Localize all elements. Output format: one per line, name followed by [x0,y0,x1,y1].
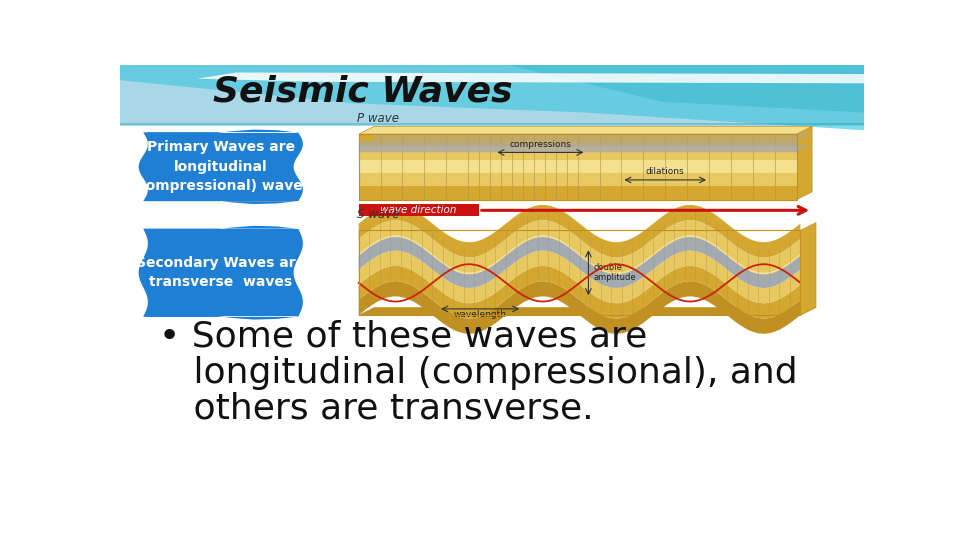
Polygon shape [120,123,864,125]
Text: Secondary Waves are
transverse  waves: Secondary Waves are transverse waves [136,256,305,289]
Text: S wave: S wave [357,208,399,221]
Polygon shape [359,281,801,334]
Polygon shape [138,226,303,320]
Text: others are transverse.: others are transverse. [158,391,593,425]
Text: Primary Waves are
longitudinal
(compressional) waves: Primary Waves are longitudinal (compress… [131,140,311,193]
Polygon shape [797,126,812,200]
Polygon shape [359,147,797,160]
Polygon shape [359,266,801,319]
Polygon shape [359,134,797,147]
Text: • Some of these waves are: • Some of these waves are [158,320,647,354]
Text: wave direction: wave direction [380,205,457,215]
Polygon shape [359,134,812,152]
Polygon shape [508,65,864,112]
Text: double
amplitude: double amplitude [593,263,636,282]
Polygon shape [359,205,801,258]
Polygon shape [359,237,801,288]
Text: dilations: dilations [646,167,684,176]
Polygon shape [138,130,303,204]
Polygon shape [359,126,812,134]
Polygon shape [120,65,864,130]
Polygon shape [359,160,797,173]
Text: compressions: compressions [510,139,571,148]
Polygon shape [198,72,864,83]
Polygon shape [359,307,816,315]
Polygon shape [359,186,797,200]
FancyBboxPatch shape [359,204,479,217]
Text: P wave: P wave [357,112,399,125]
Polygon shape [359,235,801,288]
Polygon shape [801,222,816,315]
Polygon shape [359,173,797,186]
Polygon shape [359,142,797,152]
Polygon shape [359,220,801,273]
Polygon shape [359,251,801,303]
Bar [120,65,864,126]
Text: wavelength: wavelength [454,310,507,320]
Text: Seismic Waves: Seismic Waves [213,75,513,109]
Text: longitudinal (compressional), and: longitudinal (compressional), and [158,356,798,390]
